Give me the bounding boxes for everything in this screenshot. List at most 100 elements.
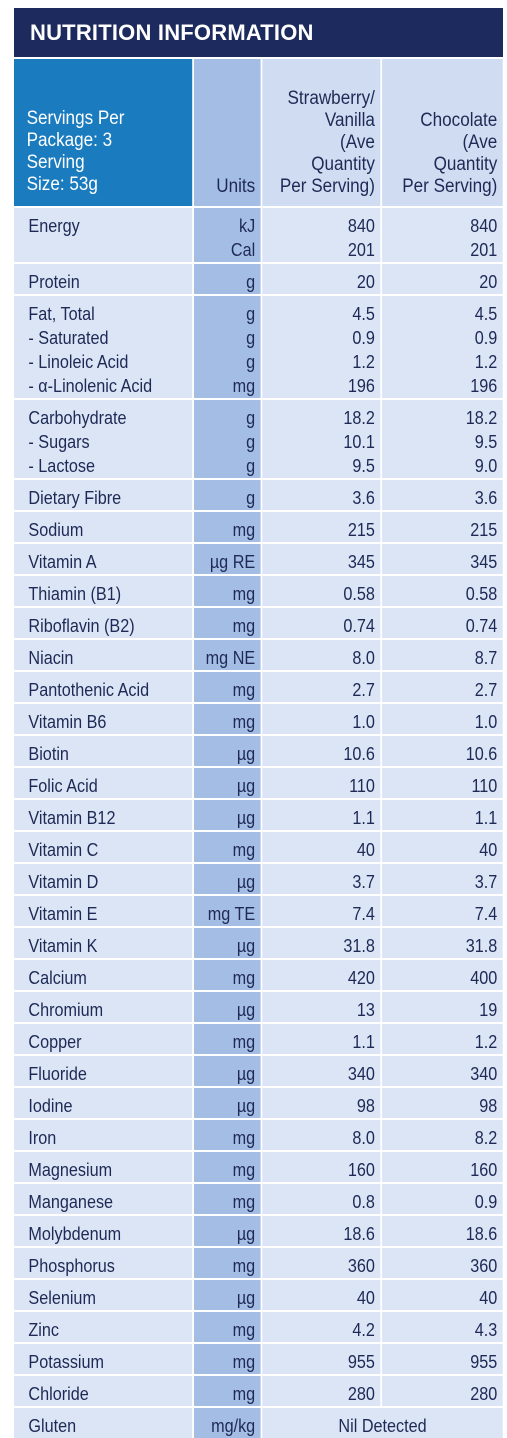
unit-cell: mg xyxy=(194,1374,263,1406)
nutrient-name-line: Vitamin K xyxy=(28,936,98,956)
unit-cell: µg xyxy=(194,990,263,1022)
strawberry-vanilla-value-line: 1.1 xyxy=(352,808,375,828)
units-header: Units xyxy=(194,59,263,206)
nutrient-name: Carbohydrate - Sugars - Lactose xyxy=(14,398,194,478)
strawberry-vanilla-value-line: 340 xyxy=(347,1064,375,1084)
nutrient-name-line: Phosphorus xyxy=(28,1256,115,1276)
chocolate-value-line: 8.7 xyxy=(474,648,498,668)
strawberry-vanilla-value-line: 840 xyxy=(347,216,375,236)
chocolate-value-line: 10.6 xyxy=(465,744,498,764)
nutrient-name: Selenium xyxy=(14,1278,194,1310)
strawberry-vanilla-value: 345 xyxy=(262,542,383,574)
header-line: Vanilla xyxy=(324,110,375,131)
nutrition-table: Servings Per Package: 3 Serving Size: 53… xyxy=(14,59,503,1438)
table-row: Vitamin B12 µg 1.1 1.1 xyxy=(14,798,503,830)
strawberry-vanilla-value-line: 1.2 xyxy=(352,352,375,372)
chocolate-value-line: 31.8 xyxy=(465,936,498,956)
unit-cell: mg xyxy=(194,606,263,638)
chocolate-value-line: 40 xyxy=(479,1288,498,1308)
chocolate-value: 19 xyxy=(382,990,503,1022)
chocolate-value-line: 840 xyxy=(470,216,498,236)
chocolate-value-line: 160 xyxy=(470,1160,498,1180)
strawberry-vanilla-value: 340 xyxy=(262,1054,383,1086)
unit-cell: µg xyxy=(194,1086,263,1118)
strawberry-vanilla-value: 1.1 xyxy=(262,1022,383,1054)
strawberry-vanilla-value: 3.6 xyxy=(262,478,383,510)
strawberry-vanilla-value: 8.0 xyxy=(262,1118,383,1150)
chocolate-value-line: 3.7 xyxy=(474,872,498,892)
strawberry-vanilla-value: 1.1 xyxy=(262,798,383,830)
span-value-cell: Nil Detected xyxy=(262,1406,503,1438)
strawberry-vanilla-value-line: 98 xyxy=(356,1096,375,1116)
nutrient-name: Vitamin B12 xyxy=(14,798,194,830)
chocolate-value-line: 18.6 xyxy=(465,1224,498,1244)
chocolate-value: 8.7 xyxy=(382,638,503,670)
strawberry-vanilla-value-line: 20 xyxy=(356,272,375,292)
strawberry-vanilla-value-line: 9.5 xyxy=(352,456,375,476)
table-row: Chloride mg 280 280 xyxy=(14,1374,503,1406)
strawberry-vanilla-value-line: 0.74 xyxy=(343,616,375,636)
nutrient-name: Iron xyxy=(14,1118,194,1150)
strawberry-vanilla-value: 4.2 xyxy=(262,1310,383,1342)
serving-info-header: Servings Per Package: 3 Serving Size: 53… xyxy=(14,59,194,206)
strawberry-vanilla-value-line: 3.6 xyxy=(352,488,375,508)
strawberry-vanilla-value-line: 4.5 xyxy=(352,304,375,324)
strawberry-vanilla-value: 0.74 xyxy=(262,606,383,638)
chocolate-value-line: 98 xyxy=(479,1096,498,1116)
strawberry-vanilla-value: 215 xyxy=(262,510,383,542)
unit-cell-line: g xyxy=(246,432,256,452)
strawberry-vanilla-value-line: 1.0 xyxy=(352,712,375,732)
unit-cell-line: g xyxy=(246,456,256,476)
header-line: Per Serving) xyxy=(279,176,375,197)
strawberry-vanilla-value-line: 4.2 xyxy=(352,1320,375,1340)
chocolate-value: 215 xyxy=(382,510,503,542)
chocolate-value: 31.8 xyxy=(382,926,503,958)
strawberry-vanilla-value-line: 1.1 xyxy=(352,1032,375,1052)
table-row: Selenium µg 40 40 xyxy=(14,1278,503,1310)
strawberry-vanilla-header: Strawberry/ Vanilla (Ave Quantity Per Se… xyxy=(262,59,383,206)
header-line: Chocolate xyxy=(420,110,498,131)
strawberry-vanilla-value: 955 xyxy=(262,1342,383,1374)
chocolate-value: 40 xyxy=(382,1278,503,1310)
nutrient-name: Biotin xyxy=(14,734,194,766)
nutrient-name-line: Biotin xyxy=(28,744,69,764)
strawberry-vanilla-value: 420 xyxy=(262,958,383,990)
chocolate-value: 160 xyxy=(382,1150,503,1182)
nutrient-name-line: Sodium xyxy=(28,520,84,540)
strawberry-vanilla-value: 0.8 xyxy=(262,1182,383,1214)
strawberry-vanilla-value-line: 201 xyxy=(347,240,375,260)
unit-cell: mg xyxy=(194,958,263,990)
unit-cell-line: g xyxy=(246,488,256,508)
strawberry-vanilla-value-line: 8.0 xyxy=(352,648,375,668)
nutrient-name-line: Molybdenum xyxy=(28,1224,122,1244)
nutrition-rows: Energy kJ Cal 840 201 840 201 Protein g 20 20 Fat, … xyxy=(14,206,503,1438)
strawberry-vanilla-value-line: 420 xyxy=(347,968,375,988)
nutrient-name: Thiamin (B1) xyxy=(14,574,194,606)
header-line: (Ave xyxy=(462,132,498,153)
unit-cell-line: mg TE xyxy=(207,904,256,924)
header-line: Strawberry/ xyxy=(287,88,375,109)
strawberry-vanilla-value-line: 0.8 xyxy=(352,1192,375,1212)
nutrient-name-line: - Linoleic Acid xyxy=(28,352,129,372)
strawberry-vanilla-value: 3.7 xyxy=(262,862,383,894)
table-row: Thiamin (B1) mg 0.58 0.58 xyxy=(14,574,503,606)
unit-cell-line: µg xyxy=(236,1064,256,1084)
unit-cell: µg RE xyxy=(194,542,263,574)
chocolate-value-line: 400 xyxy=(470,968,498,988)
unit-cell-line: mg xyxy=(232,1128,256,1148)
strawberry-vanilla-value: 280 xyxy=(262,1374,383,1406)
table-row: Pantothenic Acid mg 2.7 2.7 xyxy=(14,670,503,702)
chocolate-value-line: 4.3 xyxy=(474,1320,498,1340)
chocolate-value-line: 9.5 xyxy=(474,432,498,452)
nutrient-name-line: Vitamin D xyxy=(28,872,99,892)
unit-cell: mg xyxy=(194,1182,263,1214)
strawberry-vanilla-value-line: 18.2 xyxy=(343,408,375,428)
chocolate-value: 840 201 xyxy=(382,206,503,262)
unit-cell-line: mg xyxy=(232,584,256,604)
chocolate-value-line: 1.0 xyxy=(474,712,498,732)
chocolate-value-line: 345 xyxy=(470,552,498,572)
nutrient-name: Phosphorus xyxy=(14,1246,194,1278)
serving-line: Size: 53g xyxy=(26,174,98,195)
strawberry-vanilla-value-line: 40 xyxy=(356,1288,375,1308)
nutrient-name-line: Thiamin (B1) xyxy=(28,584,122,604)
